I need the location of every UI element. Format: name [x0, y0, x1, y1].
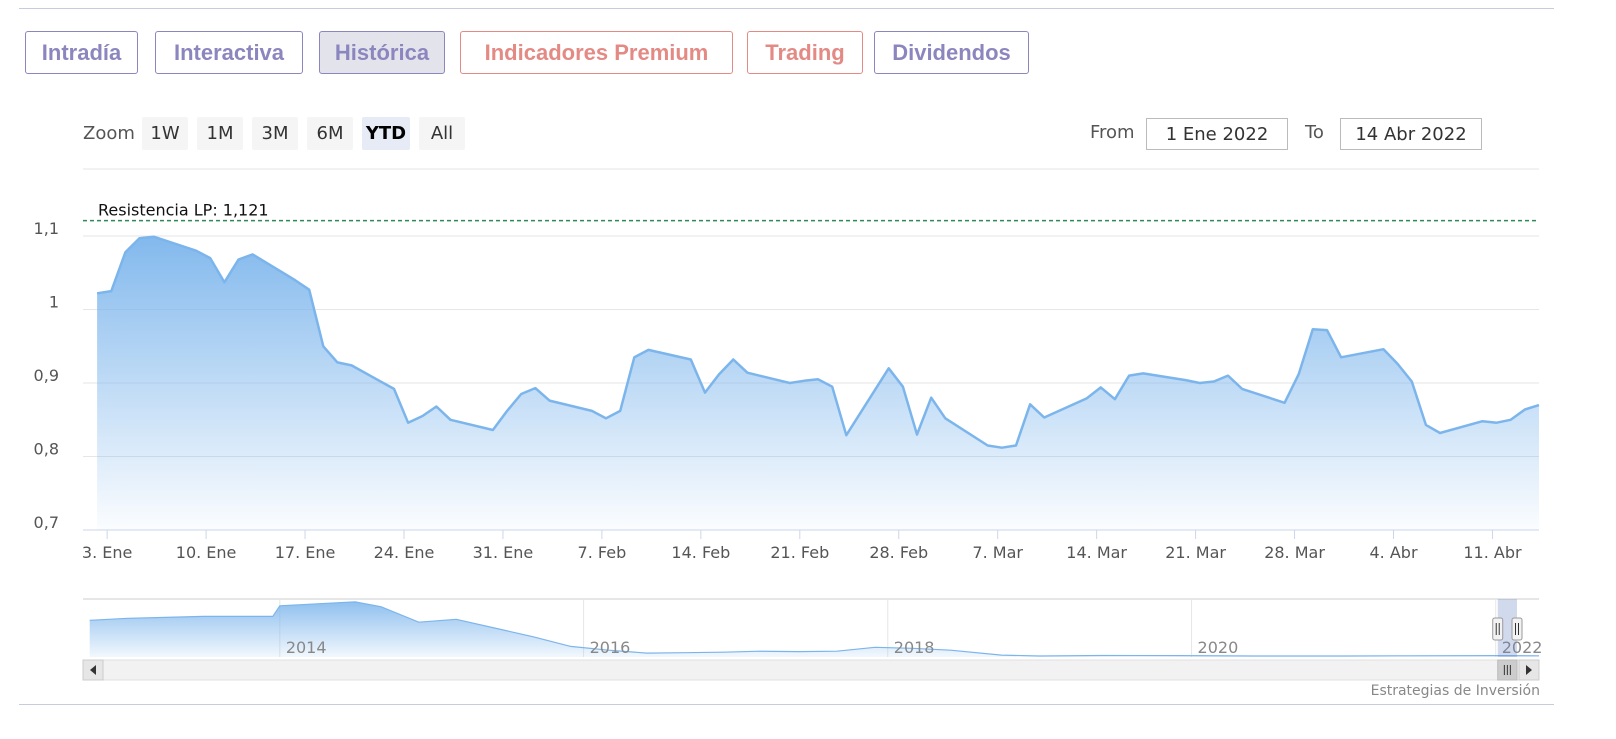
scroll-right-button[interactable]: [1518, 659, 1540, 681]
x-tick-label: 21. Mar: [1165, 543, 1226, 562]
navigator-area: [89, 601, 1540, 657]
top-rule: [19, 8, 1554, 9]
tab-interactiva[interactable]: Interactiva: [155, 31, 303, 74]
zoom-ytd-button[interactable]: YTD: [362, 117, 410, 150]
x-tick-label: 17. Ene: [275, 543, 336, 562]
navigator-year-label: 2022: [1502, 638, 1543, 657]
y-tick-label: 1,1: [34, 219, 59, 238]
zoom-all-button[interactable]: All: [419, 117, 465, 150]
range-from-label: From: [1090, 122, 1135, 143]
zoom-3m-button[interactable]: 3M: [252, 117, 298, 150]
zoom-1m-button[interactable]: 1M: [197, 117, 243, 150]
y-tick-label: 1: [49, 293, 59, 312]
y-tick-label: 0,8: [34, 440, 59, 459]
range-from-input[interactable]: 1 Ene 2022: [1146, 118, 1288, 150]
zoom-6m-button[interactable]: 6M: [307, 117, 353, 150]
tab-historica[interactable]: Histórica: [319, 31, 445, 74]
navigator-year-label: 2020: [1198, 638, 1239, 657]
range-to-input[interactable]: 14 Abr 2022: [1340, 118, 1482, 150]
navigator-year-label: 2018: [894, 638, 935, 657]
x-tick-label: 4. Abr: [1369, 543, 1417, 562]
bottom-rule: [19, 704, 1554, 705]
x-tick-label: 28. Feb: [869, 543, 928, 562]
scrollbar-thumb[interactable]: [1497, 659, 1518, 681]
scroll-left-button[interactable]: [82, 659, 104, 681]
navigator-line: [89, 601, 1540, 657]
navigator-window[interactable]: [1497, 599, 1517, 657]
x-tick-label: 14. Mar: [1066, 543, 1127, 562]
x-tick-label: 7. Mar: [972, 543, 1023, 562]
navigator-year-label: 2016: [590, 638, 631, 657]
x-tick-label: 28. Mar: [1264, 543, 1325, 562]
navigator-scrollbar[interactable]: [82, 659, 1540, 681]
x-tick-label: 3. Ene: [82, 543, 132, 562]
zoom-1w-button[interactable]: 1W: [142, 117, 188, 150]
x-tick-label: 24. Ene: [374, 543, 435, 562]
x-tick-label: 31. Ene: [473, 543, 534, 562]
tab-indicadores-premium[interactable]: Indicadores Premium: [460, 31, 733, 74]
zoom-label: Zoom: [83, 123, 135, 144]
y-tick-label: 0,7: [34, 513, 59, 532]
tab-dividendos[interactable]: Dividendos: [874, 31, 1029, 74]
x-tick-label: 10. Ene: [176, 543, 237, 562]
x-tick-label: 14. Feb: [671, 543, 730, 562]
navigator-year-label: 2014: [286, 638, 327, 657]
resistance-label: Resistencia LP: 1,121: [98, 201, 269, 220]
tab-trading[interactable]: Trading: [747, 31, 863, 74]
navigator-handle-right[interactable]: [1511, 617, 1523, 641]
range-to-label: To: [1305, 122, 1324, 143]
chart-credit[interactable]: Estrategias de Inversión: [1370, 683, 1540, 699]
navigator-handle-left[interactable]: [1492, 617, 1504, 641]
x-tick-label: 21. Feb: [770, 543, 829, 562]
series-line: [96, 235, 1540, 449]
y-tick-label: 0,9: [34, 366, 59, 385]
tab-intradia[interactable]: Intradía: [25, 31, 138, 74]
series-area: [97, 236, 1540, 530]
x-tick-label: 11. Abr: [1463, 543, 1522, 562]
x-tick-label: 7. Feb: [578, 543, 627, 562]
